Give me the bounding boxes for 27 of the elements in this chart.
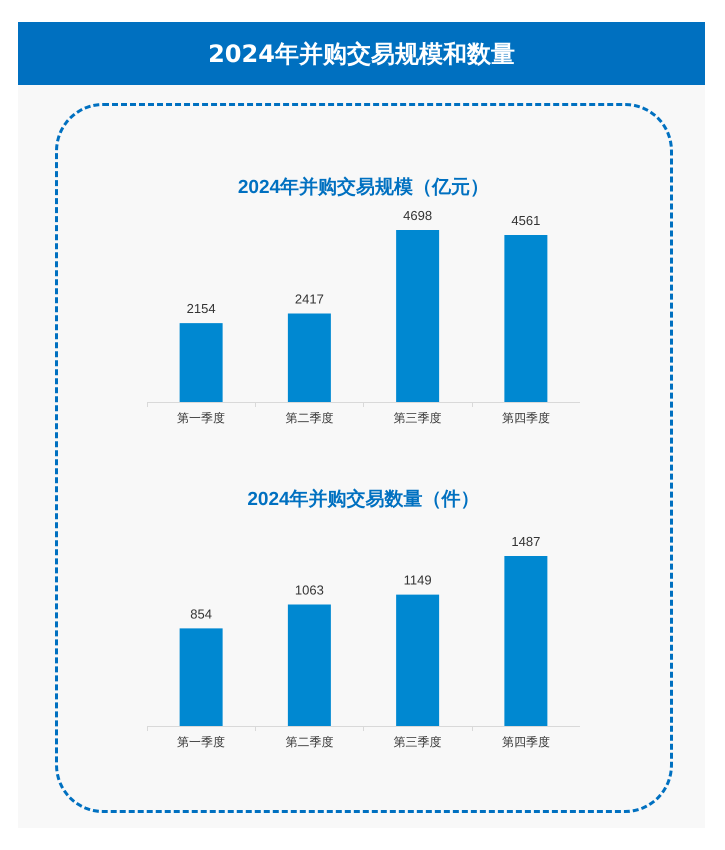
- x-tick-label: 第一季度: [177, 411, 226, 425]
- data-label: 2154: [186, 301, 216, 316]
- x-tick-label: 第三季度: [394, 735, 442, 749]
- bar: [288, 604, 331, 726]
- bar: [504, 556, 548, 726]
- bar: [180, 628, 223, 726]
- chart-title: 2024年并购交易规模（亿元）: [238, 176, 490, 198]
- data-label: 2417: [294, 292, 324, 307]
- x-tick-label: 第二季度: [285, 411, 334, 425]
- text: 2024年并购交易规模和数量: [18, 22, 705, 85]
- x-tick-label: 第四季度: [502, 735, 550, 749]
- data-label: 4561: [511, 213, 540, 228]
- x-tick-label: 第三季度: [394, 411, 442, 425]
- data-label: 4698: [403, 208, 432, 223]
- data-label: 854: [190, 606, 212, 622]
- x-tick-label: 第二季度: [285, 735, 334, 749]
- bar: [288, 314, 331, 402]
- bar: [396, 594, 440, 726]
- bar: [504, 235, 548, 402]
- x-tick-label: 第四季度: [502, 411, 550, 425]
- data-label: 1487: [511, 534, 540, 549]
- x-tick-label: 第一季度: [177, 735, 226, 749]
- bar: [180, 323, 223, 402]
- chart-title: 2024年并购交易数量（件）: [247, 488, 480, 510]
- data-label: 1063: [294, 582, 324, 598]
- bar: [396, 230, 440, 402]
- data-label: 1149: [404, 572, 432, 588]
